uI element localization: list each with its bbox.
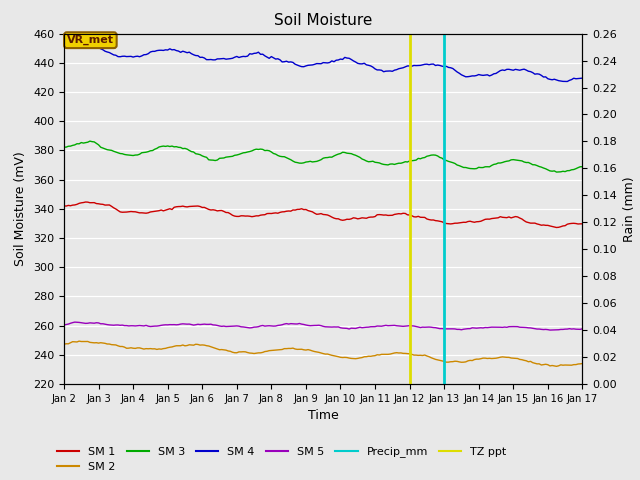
Y-axis label: Soil Moisture (mV): Soil Moisture (mV) bbox=[15, 151, 28, 266]
X-axis label: Time: Time bbox=[308, 409, 339, 422]
Text: VR_met: VR_met bbox=[67, 35, 114, 45]
Y-axis label: Rain (mm): Rain (mm) bbox=[623, 176, 636, 241]
Title: Soil Moisture: Soil Moisture bbox=[274, 13, 372, 28]
Legend: SM 1, SM 2, SM 3, SM 4, SM 5, Precip_mm, TZ ppt: SM 1, SM 2, SM 3, SM 4, SM 5, Precip_mm,… bbox=[52, 442, 511, 477]
